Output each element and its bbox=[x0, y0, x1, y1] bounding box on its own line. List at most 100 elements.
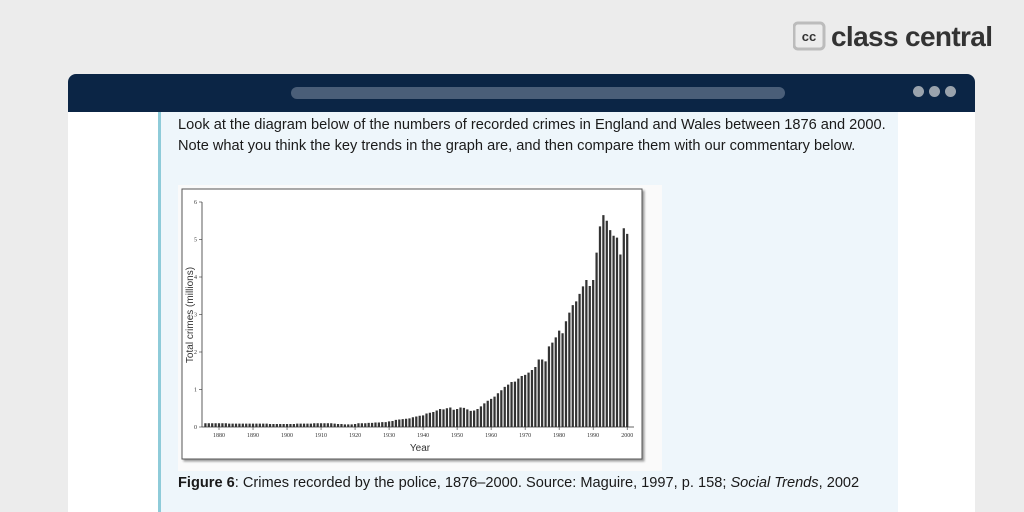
bar bbox=[421, 415, 425, 427]
bar bbox=[282, 424, 285, 427]
bar bbox=[306, 423, 309, 427]
bar bbox=[319, 423, 323, 427]
bar bbox=[381, 422, 384, 427]
x-tick-label: 1950 bbox=[451, 433, 463, 439]
figure-caption: Figure 6: Crimes recorded by the police,… bbox=[178, 473, 868, 494]
bar bbox=[438, 409, 442, 427]
bar bbox=[245, 423, 248, 427]
bar bbox=[340, 424, 343, 427]
bar bbox=[425, 413, 428, 427]
bar bbox=[323, 423, 326, 427]
bar bbox=[262, 423, 265, 427]
bar bbox=[211, 423, 214, 427]
bar bbox=[534, 367, 537, 427]
bar bbox=[513, 381, 517, 427]
bar bbox=[507, 384, 510, 427]
bar bbox=[602, 215, 605, 427]
bar bbox=[364, 423, 367, 427]
bar bbox=[442, 409, 445, 427]
bar bbox=[561, 333, 564, 427]
bar bbox=[609, 230, 612, 427]
logo-icon-text: cc bbox=[802, 29, 816, 44]
browser-window: Look at the diagram below of the numbers… bbox=[68, 74, 975, 512]
bar bbox=[493, 396, 496, 427]
bar bbox=[568, 312, 571, 427]
bar bbox=[313, 423, 316, 427]
bar bbox=[404, 418, 408, 427]
bar bbox=[541, 359, 544, 427]
bar bbox=[360, 423, 363, 427]
bar bbox=[452, 409, 455, 427]
bar bbox=[595, 252, 598, 427]
bar bbox=[411, 417, 415, 427]
bar bbox=[241, 423, 244, 427]
bar bbox=[520, 376, 523, 427]
bar bbox=[418, 415, 421, 427]
bar bbox=[350, 424, 353, 427]
bar bbox=[435, 410, 438, 427]
bar bbox=[217, 423, 221, 427]
bar bbox=[357, 423, 360, 427]
paragraph: Look at the diagram below of the numbers… bbox=[178, 117, 886, 154]
bar bbox=[626, 233, 629, 427]
x-tick-label: 1920 bbox=[349, 433, 361, 439]
caption-year: , 2002 bbox=[818, 475, 860, 491]
bar bbox=[473, 410, 476, 427]
bar bbox=[279, 424, 282, 427]
x-tick-label: 1910 bbox=[315, 433, 327, 439]
logo: cc class central bbox=[793, 21, 993, 52]
bar bbox=[483, 403, 486, 427]
bar bbox=[571, 305, 574, 427]
caption-label: Figure 6 bbox=[178, 475, 235, 491]
x-tick-label: 1930 bbox=[383, 433, 395, 439]
bar bbox=[469, 410, 472, 427]
bar bbox=[265, 423, 268, 427]
bar bbox=[612, 235, 615, 427]
bar bbox=[581, 286, 585, 427]
bar bbox=[598, 226, 602, 427]
bar bbox=[228, 423, 231, 427]
y-tick-label: 0 bbox=[194, 425, 197, 431]
bar bbox=[578, 293, 581, 427]
bar bbox=[401, 419, 404, 427]
bar bbox=[258, 423, 261, 427]
address-bar[interactable] bbox=[291, 87, 785, 99]
bar bbox=[605, 220, 608, 427]
bar bbox=[445, 408, 449, 427]
x-tick-label: 1970 bbox=[519, 433, 531, 439]
bar bbox=[415, 416, 418, 427]
bar bbox=[231, 423, 234, 427]
y-tick-label: 1 bbox=[194, 388, 197, 394]
x-tick-label: 1880 bbox=[213, 433, 225, 439]
bar bbox=[336, 424, 340, 427]
logo-icon bbox=[793, 21, 826, 51]
bar bbox=[449, 407, 452, 427]
bar bbox=[592, 280, 595, 427]
bar bbox=[551, 342, 554, 427]
bar bbox=[432, 412, 435, 427]
bar bbox=[619, 254, 622, 427]
bar bbox=[575, 301, 578, 427]
menu-dot bbox=[913, 86, 924, 97]
bar bbox=[238, 423, 241, 427]
bar bbox=[387, 421, 391, 427]
bar bbox=[622, 228, 625, 427]
bar bbox=[251, 423, 255, 427]
bar bbox=[527, 372, 530, 427]
menu-dot bbox=[945, 86, 956, 97]
bar bbox=[588, 286, 591, 427]
bar bbox=[476, 409, 479, 427]
bar bbox=[374, 422, 377, 427]
x-tick-label: 2000 bbox=[621, 433, 633, 439]
browser-toolbar bbox=[68, 74, 975, 112]
bar bbox=[490, 398, 493, 427]
bar bbox=[255, 423, 258, 427]
bar bbox=[615, 237, 619, 427]
bar bbox=[333, 423, 336, 427]
bar bbox=[377, 422, 381, 427]
bar bbox=[479, 406, 483, 427]
bar bbox=[275, 424, 278, 427]
bar bbox=[285, 424, 289, 427]
bar bbox=[343, 424, 346, 427]
bar bbox=[558, 330, 561, 427]
